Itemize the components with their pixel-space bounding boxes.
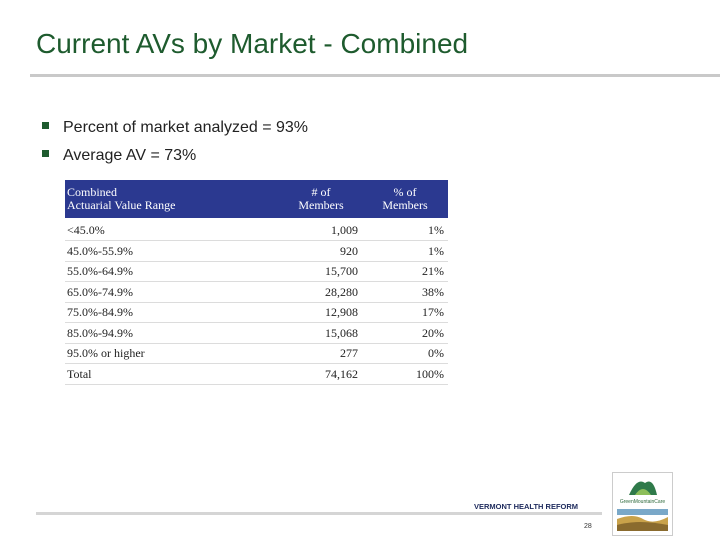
- table-cell: 65.0%-74.9%: [67, 284, 133, 299]
- table-cell: 12,908: [325, 305, 358, 319]
- row-separator: [65, 322, 448, 323]
- table-cell: 0%: [428, 346, 444, 360]
- table-cell: 1,009: [331, 223, 358, 237]
- header-cell: % of Members: [362, 180, 448, 218]
- logo-text: GreenMountainCare: [620, 499, 666, 505]
- table-cell: 17%: [422, 305, 444, 319]
- header-line: Actuarial Value Range: [67, 198, 176, 212]
- row-separator: [65, 383, 448, 385]
- table-cell: 15,700: [325, 264, 358, 278]
- table-cell: 55.0%-64.9%: [67, 264, 133, 278]
- table-cell: 28,280: [325, 284, 358, 299]
- bullet-text: Average AV = 73%: [63, 147, 197, 164]
- bullet-marker: [42, 150, 49, 158]
- header-line: % of: [393, 185, 417, 199]
- logo: GreenMountainCare: [612, 472, 673, 536]
- table-cell: 1%: [428, 243, 444, 258]
- bullet-item: Percent of market analyzed = 93%: [42, 119, 308, 137]
- row-separator: [65, 342, 448, 344]
- bullet-item: Average AV = 73%: [42, 147, 196, 165]
- header-line: Members: [382, 198, 428, 212]
- slide-title: Current AVs by Market - Combined: [36, 28, 469, 59]
- table-cell: 38%: [422, 284, 444, 299]
- table-cell: 20%: [422, 325, 444, 340]
- bullet-text: Percent of market analyzed = 93%: [63, 119, 309, 136]
- header-cell: # of Members: [280, 180, 362, 218]
- table-cell: Total: [67, 366, 92, 381]
- header-cell: Combined Actuarial Value Range: [65, 180, 280, 218]
- row-separator: [65, 281, 448, 282]
- table-cell: 74,162: [325, 366, 358, 381]
- page-number: 28: [584, 523, 592, 530]
- table-cell: 100%: [416, 366, 444, 381]
- table-cell: 15,068: [325, 325, 358, 340]
- table-cell: 1%: [428, 223, 444, 237]
- footer-rule: [36, 512, 602, 515]
- row-separator: [65, 301, 448, 303]
- table-cell: 85.0%-94.9%: [67, 325, 133, 340]
- row-separator: [65, 260, 448, 262]
- table-cell: 95.0% or higher: [67, 346, 145, 360]
- table-cell: 21%: [422, 264, 444, 278]
- table-cell: <45.0%: [67, 223, 105, 237]
- footer-org: VERMONT HEALTH REFORM: [474, 502, 579, 511]
- title-rule: [30, 74, 720, 77]
- header-line: # of: [311, 185, 331, 199]
- header-line: Combined: [67, 185, 117, 199]
- row-separator: [65, 363, 448, 364]
- row-separator: [65, 240, 448, 241]
- table-cell: 45.0%-55.9%: [67, 243, 133, 258]
- table-cell: 920: [340, 243, 358, 258]
- logo-graphic: GreenMountainCare: [617, 481, 668, 531]
- bullet-marker: [42, 122, 49, 130]
- header-line: Members: [298, 198, 344, 212]
- table-cell: 277: [340, 346, 358, 360]
- table-cell: 75.0%-84.9%: [67, 305, 133, 319]
